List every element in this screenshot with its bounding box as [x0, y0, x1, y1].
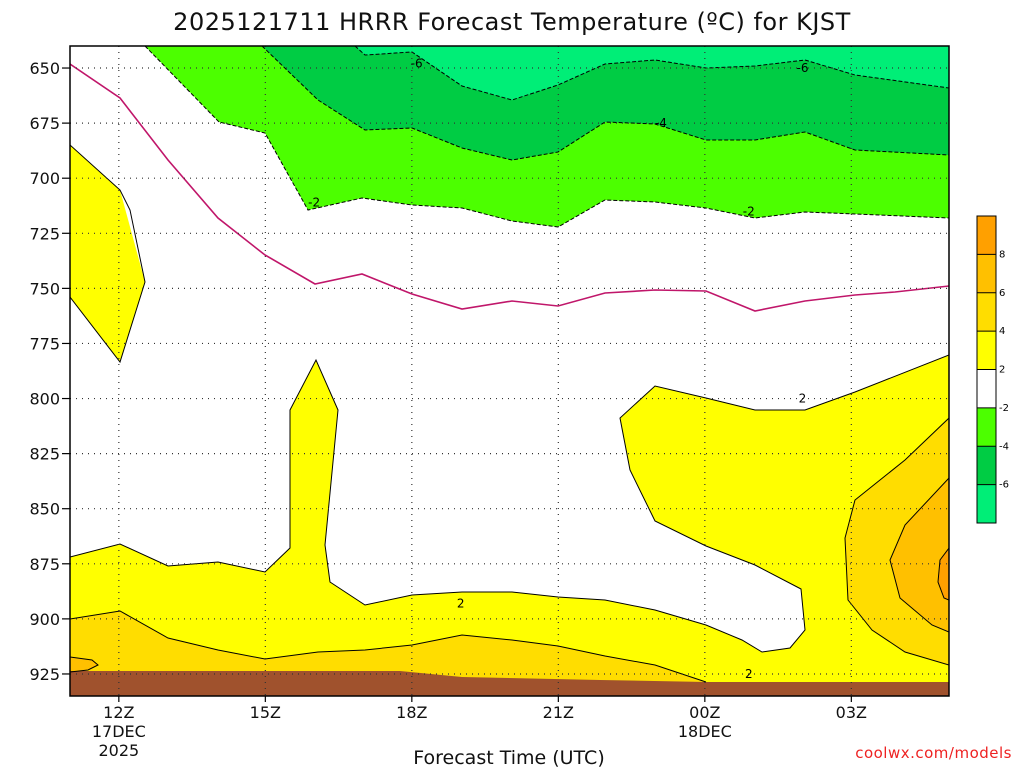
colorbar-level-label: -4 — [999, 441, 1009, 452]
contour-label: -6 — [797, 61, 809, 75]
y-tick-label: 675 — [29, 114, 60, 133]
contour-label: -6 — [411, 57, 423, 71]
contour-labels: -6 -6 -4 -2 -2 2 2 2 — [308, 57, 809, 681]
colorbar-level-label: 8 — [999, 249, 1005, 260]
y-tick-label: 700 — [29, 169, 60, 188]
y-tick-label: 775 — [29, 334, 60, 353]
x-tick-label: 18Z — [396, 703, 427, 722]
colorbar-swatch — [977, 407, 996, 447]
x-tick-label: 15Z — [250, 703, 281, 722]
contour-label: -2 — [743, 204, 755, 218]
y-tick-label: 925 — [29, 665, 60, 684]
y-tick-label: 750 — [29, 279, 60, 298]
y-axis: 650 675 700 725 750 775 800 825 850 875 900 925 — [29, 59, 70, 684]
colorbar-level-label: 6 — [999, 288, 1005, 299]
y-tick-label: 650 — [29, 59, 60, 78]
band-below-minus6 — [355, 46, 949, 100]
terrain — [70, 671, 949, 696]
band-2-to-4-lower — [70, 355, 949, 696]
y-tick-label: 825 — [29, 445, 60, 464]
x-tick-label: 00Z — [689, 703, 720, 722]
band-minus4-to-minus6 — [262, 46, 949, 160]
x-tick-label: 21Z — [543, 703, 574, 722]
x-axis-title: Forecast Time (UTC) — [413, 747, 604, 768]
contour-label: -4 — [655, 116, 667, 130]
band-2-to-4-left — [70, 145, 145, 362]
contour-label: -2 — [308, 195, 320, 209]
plot-area — [70, 46, 949, 696]
zero-isotherm-line — [70, 63, 949, 312]
colorbar-swatch — [977, 446, 996, 485]
x-tick-date-label: 17DEC — [92, 722, 146, 741]
band-8-plus-right — [938, 548, 949, 600]
contour-label: 2 — [745, 667, 753, 681]
colorbar-level-label: -6 — [999, 480, 1009, 491]
x-tick-year-label: 2025 — [98, 741, 139, 760]
colorbar-level-label: -2 — [999, 403, 1009, 414]
band-6-to-8-right — [890, 478, 949, 632]
colorbar-swatch — [977, 254, 996, 293]
grid — [70, 46, 949, 696]
y-tick-label: 875 — [29, 555, 60, 574]
x-tick-label: 12Z — [103, 703, 134, 722]
x-tick-label: 03Z — [836, 703, 867, 722]
colorbar-swatch — [977, 216, 996, 255]
contour-lines-positive — [70, 144, 949, 683]
y-tick-label: 725 — [29, 224, 60, 243]
colorbar-level-label: 4 — [999, 326, 1005, 337]
colorbar-swatch — [977, 369, 996, 408]
colorbar-swatch — [977, 484, 996, 523]
credit-text: coolwx.com/models — [855, 744, 1012, 762]
y-tick-label: 850 — [29, 500, 60, 519]
colorbar-level-label: 2 — [999, 365, 1005, 376]
chart-title: 2025121711 HRRR Forecast Temperature (ºC… — [173, 8, 851, 36]
colorbar-swatch — [977, 331, 996, 370]
colorbar: 8 6 4 2 -2 -4 -6 — [976, 215, 1009, 524]
y-tick-label: 800 — [29, 390, 60, 409]
y-tick-label: 900 — [29, 610, 60, 629]
contour-label: 2 — [799, 392, 807, 406]
colorbar-swatch — [977, 292, 996, 332]
x-tick-date-label: 18DEC — [678, 722, 732, 741]
contour-label: 2 — [457, 596, 465, 610]
plot-frame — [69, 45, 950, 697]
